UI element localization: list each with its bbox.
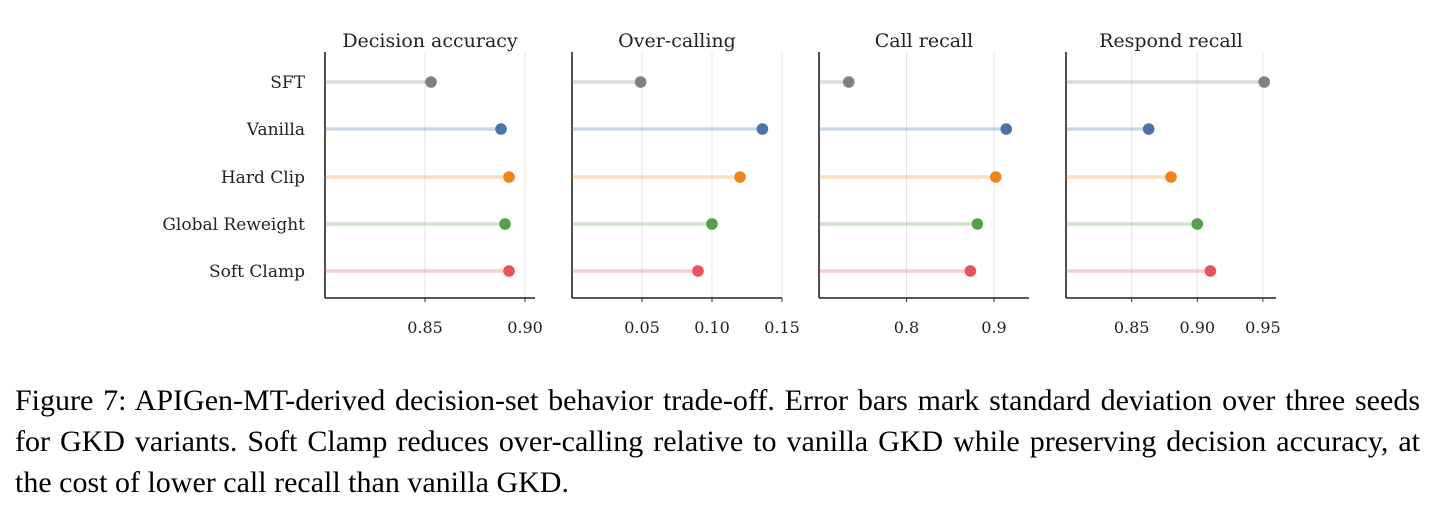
x-tick-label: 0.90 — [1179, 318, 1215, 337]
dot-hard-clip — [734, 171, 746, 183]
dot-hard-clip — [989, 171, 1002, 183]
panel-title: Call recall — [875, 30, 974, 52]
dot-soft-clamp — [692, 265, 704, 277]
x-tick-label: 0.9 — [981, 318, 1006, 337]
panel-respond-recall: Respond recall 0.85 0.90 0.95 — [1065, 30, 1281, 337]
panel-title: Decision accuracy — [342, 30, 518, 52]
dot-vanilla — [1142, 123, 1155, 135]
x-tick-label: 0.85 — [407, 318, 443, 337]
panel-title: Over-calling — [618, 30, 736, 52]
panel-title: Respond recall — [1099, 30, 1243, 52]
dot-vanilla — [1000, 123, 1013, 135]
panel-call-recall: Call recall 0.8 0.9 — [818, 30, 1029, 337]
x-tick-label: 0.95 — [1245, 318, 1281, 337]
x-tick-label: 0.15 — [764, 318, 800, 337]
x-tick-label: 0.85 — [1114, 318, 1150, 337]
dot-soft-clamp — [503, 265, 515, 277]
x-tick-label: 0.10 — [694, 318, 730, 337]
category-label: Hard Clip — [221, 168, 305, 188]
dot-vanilla — [495, 123, 507, 135]
dot-global-reweight — [499, 218, 511, 230]
category-label: Soft Clamp — [209, 262, 305, 282]
dot-sft — [1258, 76, 1270, 88]
x-tick-label: 0.05 — [624, 318, 660, 337]
dot-sft — [842, 76, 855, 88]
dot-global-reweight — [971, 218, 984, 230]
dot-sft — [425, 76, 437, 88]
category-label: Global Reweight — [162, 215, 305, 235]
dot-hard-clip — [503, 171, 515, 183]
dot-vanilla — [756, 123, 769, 135]
dot-global-reweight — [706, 218, 718, 230]
dot-global-reweight — [1191, 218, 1204, 230]
dot-soft-clamp — [964, 265, 977, 277]
x-tick-label: 0.90 — [507, 318, 543, 337]
category-label: SFT — [270, 73, 305, 93]
x-tick-label: 0.8 — [894, 318, 919, 337]
dot-sft — [634, 76, 647, 88]
figure-caption: Figure 7: APIGen-MT-derived decision-set… — [15, 384, 1420, 499]
panel-over-calling: Over-calling 0.05 0.10 0.15 — [571, 30, 800, 337]
panel-decision-accuracy: Decision accuracy 0.85 0.90 — [324, 30, 543, 337]
dot-plot-figure: SFT Vanilla Hard Clip Global Reweight Soft C… — [162, 30, 1281, 337]
dot-hard-clip — [1165, 171, 1177, 183]
category-label: Vanilla — [246, 120, 305, 140]
dot-soft-clamp — [1204, 265, 1217, 277]
